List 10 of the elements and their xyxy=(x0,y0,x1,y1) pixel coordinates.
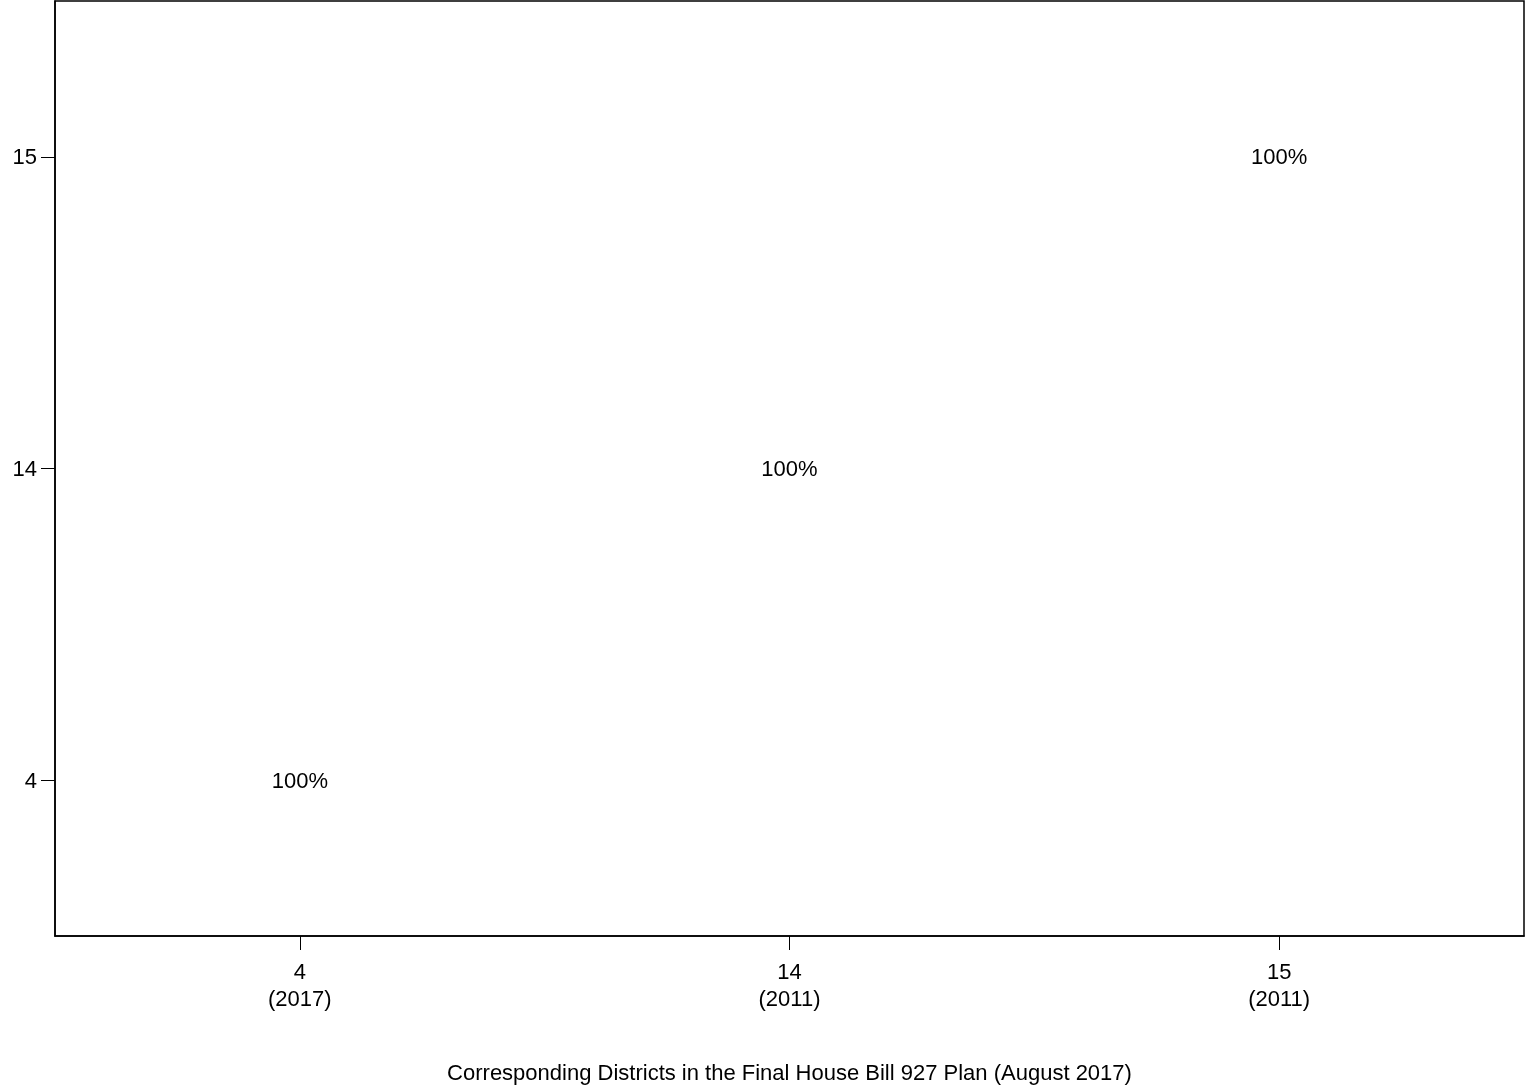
y-tick-label: 15 xyxy=(12,144,37,170)
data-label: 100% xyxy=(1251,144,1308,170)
data-label: 100% xyxy=(761,456,818,481)
y-tick-label: 4 xyxy=(24,767,37,793)
y-tick-label: 14 xyxy=(12,456,37,481)
x-tick-label: 4 (2017) xyxy=(268,959,332,1011)
x-tick-label: 15 (2011) xyxy=(1248,959,1311,1011)
x-axis-title: Corresponding Districts in the Final House Bill 927 Plan (August 2017) xyxy=(447,1059,1132,1085)
data-label: 100% xyxy=(271,767,328,793)
x-tick-label: 14 (2011) xyxy=(758,959,821,1011)
